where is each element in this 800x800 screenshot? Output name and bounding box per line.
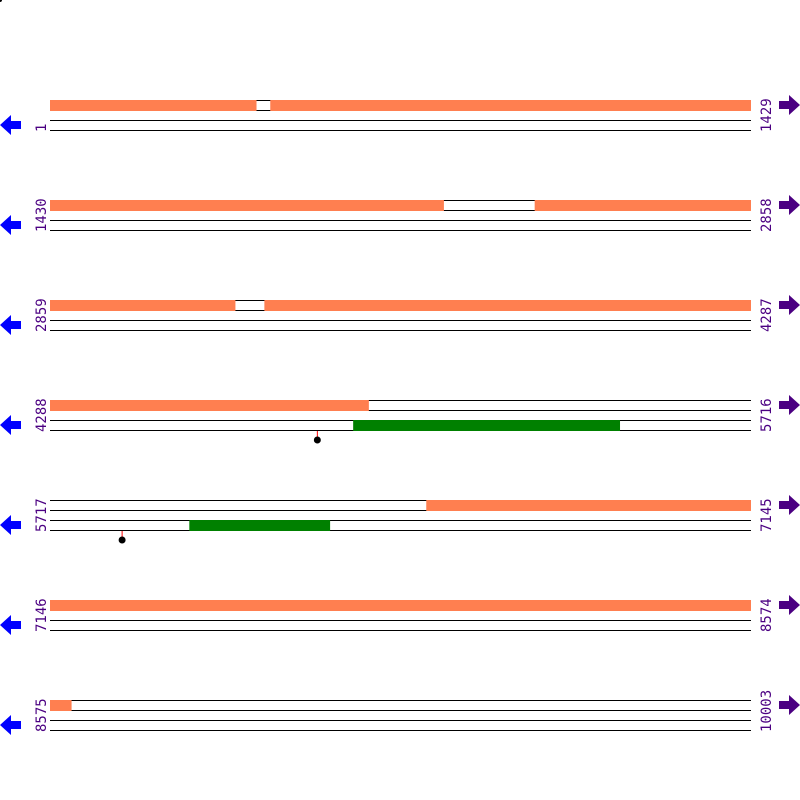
arrow-right-icon[interactable]	[779, 695, 800, 715]
orange-feature[interactable]	[50, 700, 72, 711]
orange-feature[interactable]	[264, 300, 751, 311]
site-marker[interactable]	[313, 436, 321, 444]
sequence-row: 1430 2858	[0, 195, 800, 235]
row-start-label: 4288	[34, 398, 50, 432]
arrow-right-icon[interactable]	[779, 95, 800, 115]
row-end-label: 4287	[759, 298, 775, 332]
orange-feature[interactable]	[50, 100, 257, 111]
sequence-row: 2859 4287	[0, 295, 800, 335]
arrow-left-icon[interactable]	[0, 615, 21, 635]
green-feature[interactable]	[189, 520, 331, 531]
orange-feature[interactable]	[50, 600, 751, 611]
arrow-right-icon[interactable]	[779, 595, 800, 615]
site-marker[interactable]	[118, 536, 126, 544]
orange-feature[interactable]	[50, 400, 369, 411]
row-end-label: 2858	[759, 198, 775, 232]
arrow-right-icon[interactable]	[779, 395, 800, 415]
row-end-label: 7145	[759, 498, 775, 532]
orange-feature[interactable]	[426, 500, 751, 511]
row-start-label: 1430	[34, 198, 50, 232]
arrow-left-icon[interactable]	[0, 315, 21, 335]
row-end-label: 8574	[759, 598, 775, 632]
row-end-label: 5716	[759, 398, 775, 432]
sequence-row: 4288 5716	[0, 395, 800, 444]
arrow-right-icon[interactable]	[779, 195, 800, 215]
orange-feature[interactable]	[50, 200, 444, 211]
row-start-label: 5717	[34, 498, 50, 532]
arrow-left-icon[interactable]	[0, 415, 21, 435]
green-feature[interactable]	[353, 420, 621, 431]
arrow-right-icon[interactable]	[779, 495, 800, 515]
row-start-label: 1	[34, 124, 50, 132]
arrow-left-icon[interactable]	[0, 715, 21, 735]
orange-feature[interactable]	[270, 100, 751, 111]
sequence-row: 8575 10003	[0, 690, 800, 735]
orange-feature[interactable]	[50, 300, 236, 311]
row-start-label: 2859	[34, 298, 50, 332]
sequence-row: 7146 8574	[0, 595, 800, 635]
sequence-row: 5717 7145	[0, 495, 800, 544]
row-end-label: 10003	[759, 690, 775, 732]
row-start-label: 7146	[34, 598, 50, 632]
arrow-left-icon[interactable]	[0, 215, 21, 235]
arrow-left-icon[interactable]	[0, 115, 21, 135]
row-end-label: 1429	[759, 98, 775, 132]
arrow-right-icon[interactable]	[779, 295, 800, 315]
corner-dot	[0, 0, 2, 2]
arrow-left-icon[interactable]	[0, 515, 21, 535]
row-start-label: 8575	[34, 698, 50, 732]
sequence-row: 1 1429	[0, 95, 800, 135]
orange-feature[interactable]	[534, 200, 751, 211]
